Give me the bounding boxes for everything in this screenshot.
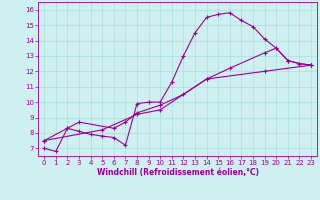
X-axis label: Windchill (Refroidissement éolien,°C): Windchill (Refroidissement éolien,°C)	[97, 168, 259, 177]
